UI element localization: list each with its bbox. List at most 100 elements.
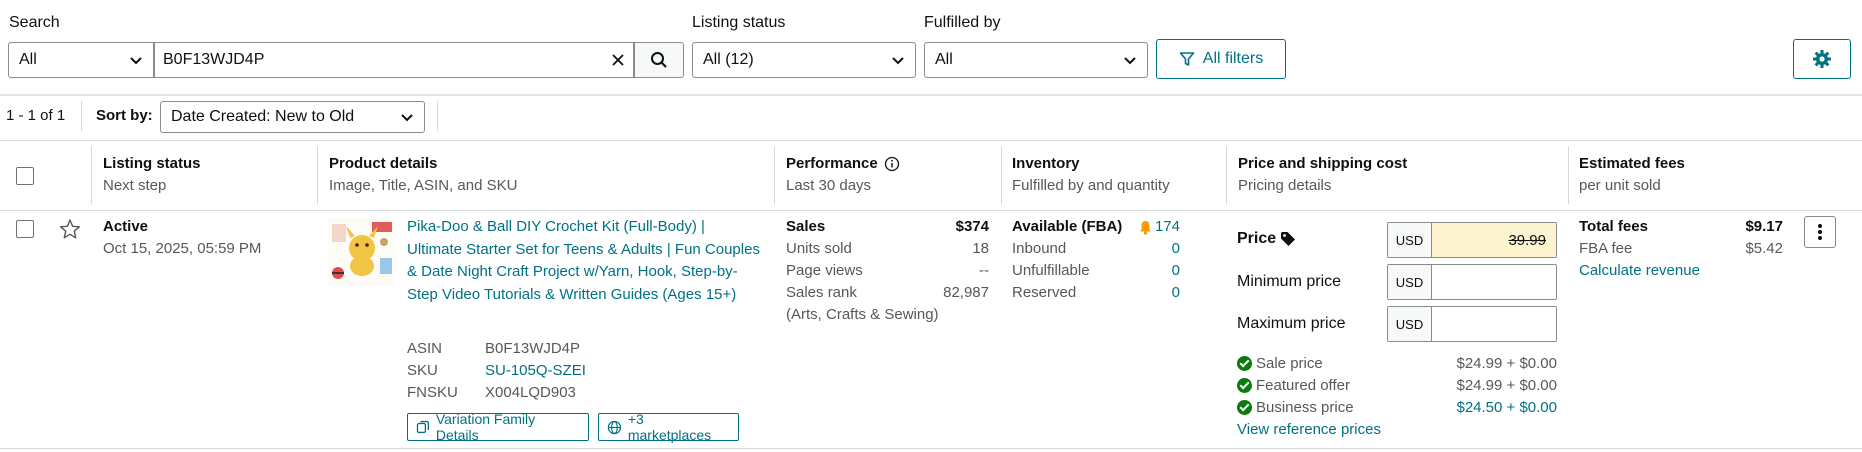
product-image[interactable] — [328, 218, 396, 286]
price-currency: USD — [1388, 223, 1432, 257]
column-title: Price and shipping cost — [1238, 155, 1408, 172]
sku-link[interactable]: SU-105Q-SZEI — [485, 362, 586, 379]
status-badge: Active — [103, 218, 149, 235]
globe-icon — [607, 420, 622, 434]
price-label: Price — [1237, 230, 1277, 247]
column-header-product-details[interactable]: Product details Image, Title, ASIN, and … — [329, 155, 517, 194]
column-subtitle: Fulfilled by and quantity — [1012, 177, 1170, 194]
available-link[interactable]: 174 — [1154, 218, 1180, 235]
sort-value: Date Created: New to Old — [171, 108, 355, 125]
created-date: Oct 15, 2025, 05:59 PM — [103, 240, 262, 257]
rank-value: 82,987 — [943, 284, 989, 301]
column-subtitle: Last 30 days — [786, 177, 872, 194]
calculate-revenue-link[interactable]: Calculate revenue — [1579, 262, 1700, 279]
sku-label: SKU — [407, 362, 438, 379]
units-label: Units sold — [786, 240, 852, 257]
reserved-link[interactable]: 0 — [1171, 284, 1180, 301]
column-subtitle: per unit sold — [1579, 177, 1661, 194]
column-title: Inventory — [1012, 155, 1080, 172]
search-input[interactable]: B0F13WJD4P — [154, 42, 634, 78]
featured-offer-value: $24.99 + $0.00 — [1456, 377, 1557, 394]
info-icon[interactable] — [884, 156, 900, 172]
unfulfillable-link[interactable]: 0 — [1171, 262, 1180, 279]
column-title: Listing status — [103, 155, 201, 172]
chevron-down-icon — [130, 57, 142, 65]
column-header-listing-status[interactable]: Listing status Next step — [103, 155, 201, 194]
search-icon — [651, 52, 667, 68]
star-icon[interactable] — [59, 218, 81, 240]
min-value — [1432, 265, 1556, 299]
fba-fee-label: FBA fee — [1579, 240, 1633, 257]
maximum-price-input[interactable]: USD — [1387, 306, 1557, 342]
clear-icon[interactable] — [611, 53, 625, 67]
marketplaces-label: +3 marketplaces — [627, 411, 712, 443]
gear-icon — [1813, 50, 1831, 68]
view-reference-prices-link[interactable]: View reference prices — [1237, 421, 1381, 438]
sales-label: Sales — [786, 218, 826, 235]
column-header-estimated-fees[interactable]: Estimated fees per unit sold — [1579, 155, 1685, 194]
chevron-down-icon — [401, 114, 413, 122]
listing-status-cell: Active Oct 15, 2025, 05:59 PM — [103, 216, 261, 260]
business-price-link[interactable]: $24.50 + $0.00 — [1456, 399, 1557, 416]
chevron-down-icon — [892, 57, 904, 65]
views-label: Page views — [786, 262, 863, 279]
rank-category: (Arts, Crafts & Sewing) — [786, 306, 939, 323]
maximum-price-label: Maximum price — [1237, 315, 1346, 332]
price-input[interactable]: USD 39.99 — [1387, 222, 1557, 258]
copy-icon — [416, 420, 429, 434]
check-icon — [1237, 356, 1252, 371]
total-fees-label: Total fees — [1579, 218, 1648, 235]
select-all-checkbox[interactable] — [16, 167, 34, 185]
price-details: Sale price $24.99 + $0.00 Featured offer $… — [1237, 353, 1557, 441]
search-scope-select[interactable]: All — [8, 42, 154, 78]
filter-icon — [1179, 52, 1195, 66]
column-subtitle: Pricing details — [1238, 177, 1332, 194]
fulfilled-by-value: All — [935, 51, 953, 68]
bell-icon[interactable] — [1139, 220, 1152, 235]
inventory-cell: Available (FBA) 174 Inbound 0 Unfulfillab… — [1012, 216, 1180, 304]
fulfilled-by-select[interactable]: All — [924, 42, 1148, 78]
check-icon — [1237, 378, 1252, 393]
column-header-performance[interactable]: Performance Last 30 days — [786, 155, 900, 194]
minimum-price-input[interactable]: USD — [1387, 264, 1557, 300]
product-thumbnail-icon — [328, 218, 396, 286]
price-value: 39.99 — [1432, 223, 1556, 257]
asin-label: ASIN — [407, 340, 443, 357]
chevron-down-icon — [1124, 57, 1136, 65]
sort-select[interactable]: Date Created: New to Old — [160, 101, 425, 133]
more-vertical-icon — [1818, 224, 1822, 240]
row-checkbox[interactable] — [16, 220, 34, 238]
search-button[interactable] — [634, 42, 684, 78]
price-label-group: Price — [1237, 230, 1296, 248]
column-title: Estimated fees — [1579, 155, 1685, 172]
listing-status-select[interactable]: All (12) — [692, 42, 916, 78]
fnsku-label: FNSKU — [407, 384, 458, 401]
inbound-link[interactable]: 0 — [1171, 240, 1180, 257]
search-input-value: B0F13WJD4P — [163, 51, 265, 68]
search-label: Search — [9, 14, 60, 31]
column-title: Product details — [329, 155, 438, 172]
column-subtitle: Image, Title, ASIN, and SKU — [329, 177, 518, 194]
row-actions-button[interactable] — [1804, 216, 1836, 248]
minimum-price-label: Minimum price — [1237, 273, 1342, 290]
views-value: -- — [979, 262, 989, 279]
rank-label: Sales rank — [786, 284, 857, 301]
marketplaces-button[interactable]: +3 marketplaces — [598, 411, 739, 443]
variation-family-button[interactable]: Variation Family Details — [407, 411, 589, 443]
column-header-price[interactable]: Price and shipping cost Pricing details — [1238, 155, 1407, 194]
listing-status-label: Listing status — [692, 14, 786, 31]
column-header-inventory[interactable]: Inventory Fulfilled by and quantity — [1012, 155, 1170, 194]
product-title-link[interactable]: Pika-Doo & Ball DIY Crochet Kit (Full-Bo… — [407, 218, 760, 303]
units-value: 18 — [972, 240, 989, 257]
inbound-label: Inbound — [1012, 240, 1067, 257]
all-filters-button[interactable]: All filters — [1156, 39, 1286, 79]
settings-button[interactable] — [1793, 39, 1851, 79]
column-title: Performance — [786, 155, 878, 172]
column-subtitle: Next step — [103, 177, 167, 194]
available-label: Available (FBA) — [1012, 218, 1123, 235]
unfulfillable-label: Unfulfillable — [1012, 262, 1090, 279]
total-fees-value: $9.17 — [1745, 218, 1783, 235]
check-icon — [1237, 400, 1252, 415]
variation-family-label: Variation Family Details — [435, 411, 536, 443]
product-identifiers: ASIN B0F13WJD4P SKU SU-105Q-SZEI FNSKU X004… — [407, 338, 586, 404]
